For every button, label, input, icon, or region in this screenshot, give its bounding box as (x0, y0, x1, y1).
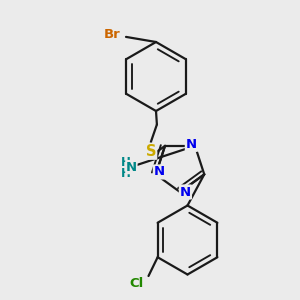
Text: N: N (154, 166, 165, 178)
Text: H: H (121, 167, 130, 180)
Text: N: N (180, 185, 191, 199)
Text: S: S (146, 144, 156, 159)
Text: H: H (121, 156, 130, 169)
Text: Br: Br (104, 28, 121, 41)
Text: N: N (186, 138, 197, 151)
Text: Cl: Cl (129, 277, 144, 290)
Text: N: N (126, 160, 137, 174)
